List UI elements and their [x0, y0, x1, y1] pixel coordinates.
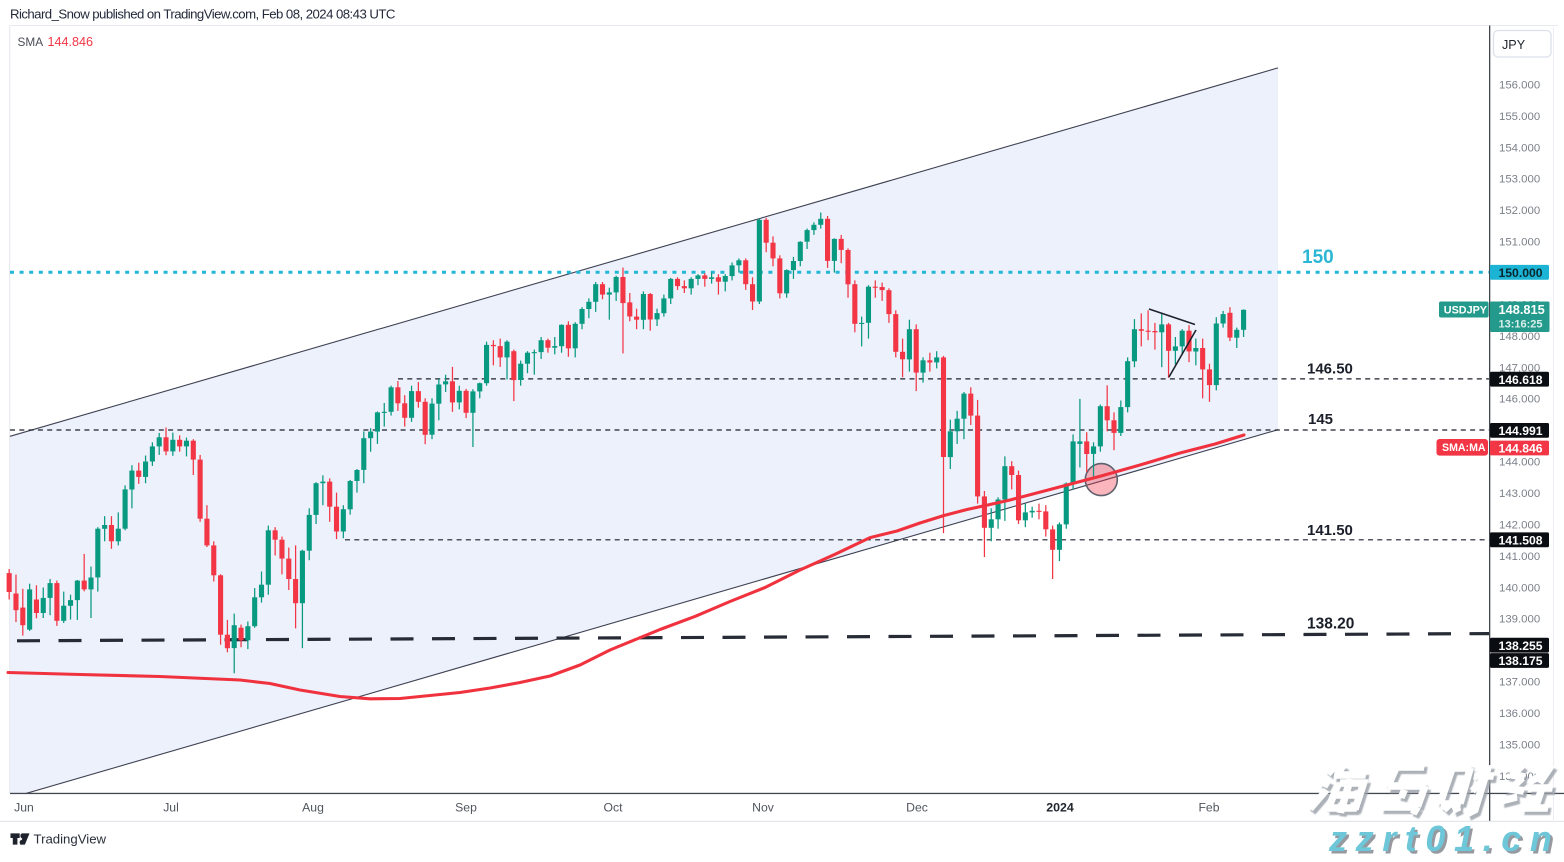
svg-text:Sep: Sep	[455, 800, 477, 814]
svg-text:TradingView: TradingView	[34, 831, 107, 846]
svg-text:151.000: 151.000	[1499, 237, 1540, 249]
svg-text:144.846: 144.846	[1499, 442, 1543, 456]
svg-text:2024: 2024	[1046, 800, 1074, 814]
svg-text:146.618: 146.618	[1499, 373, 1543, 387]
svg-text:SMA:MA: SMA:MA	[1442, 442, 1486, 454]
svg-text:144.991: 144.991	[1499, 424, 1543, 438]
svg-text:Richard_Snow published on Trad: Richard_Snow published on TradingView.co…	[10, 7, 396, 22]
svg-text:146.50: 146.50	[1307, 361, 1353, 378]
svg-text:136.000: 136.000	[1499, 708, 1540, 720]
svg-text:zzrt01.cn: zzrt01.cn	[1331, 821, 1563, 858]
svg-text:152.000: 152.000	[1499, 205, 1540, 217]
svg-text:145: 145	[1308, 411, 1333, 428]
svg-text:156.000: 156.000	[1499, 79, 1540, 91]
svg-text:154.000: 154.000	[1499, 142, 1540, 154]
svg-text:Aug: Aug	[302, 800, 324, 814]
svg-text:155.000: 155.000	[1499, 111, 1540, 123]
svg-text:144.000: 144.000	[1499, 457, 1540, 469]
svg-text:143.000: 143.000	[1499, 488, 1540, 500]
svg-text:147.000: 147.000	[1499, 362, 1540, 374]
svg-text:SMA: SMA	[18, 35, 44, 49]
svg-text:JPY: JPY	[1502, 38, 1526, 52]
svg-text:150: 150	[1302, 247, 1334, 268]
svg-text:138.20: 138.20	[1307, 616, 1354, 633]
svg-text:Dec: Dec	[906, 800, 928, 814]
svg-text:148.000: 148.000	[1499, 331, 1540, 343]
svg-text:142.000: 142.000	[1499, 519, 1540, 531]
svg-text:146.000: 146.000	[1499, 394, 1540, 406]
svg-text:148.815: 148.815	[1499, 302, 1545, 317]
svg-text:Oct: Oct	[604, 800, 624, 814]
svg-text:Nov: Nov	[752, 800, 775, 814]
svg-text:USDJPY: USDJPY	[1444, 304, 1488, 316]
svg-text:141.000: 141.000	[1499, 551, 1540, 563]
svg-text:153.000: 153.000	[1499, 174, 1540, 186]
svg-text:138.255: 138.255	[1499, 639, 1543, 653]
svg-text:141.50: 141.50	[1307, 522, 1353, 539]
svg-text:zzrt01.cn: zzrt01.cn	[1328, 818, 1560, 857]
svg-text:141.508: 141.508	[1499, 533, 1543, 547]
svg-text:139.000: 139.000	[1499, 614, 1540, 626]
svg-text:135.000: 135.000	[1499, 739, 1540, 751]
svg-text:140.000: 140.000	[1499, 582, 1540, 594]
svg-text:13:16:25: 13:16:25	[1499, 319, 1543, 331]
svg-text:150.000: 150.000	[1499, 266, 1543, 280]
svg-text:137.000: 137.000	[1499, 677, 1540, 689]
svg-text:138.175: 138.175	[1499, 654, 1543, 668]
svg-text:Jul: Jul	[163, 800, 179, 814]
svg-text:144.846: 144.846	[48, 35, 94, 49]
svg-text:Feb: Feb	[1198, 800, 1219, 814]
svg-text:Jun: Jun	[14, 800, 34, 814]
